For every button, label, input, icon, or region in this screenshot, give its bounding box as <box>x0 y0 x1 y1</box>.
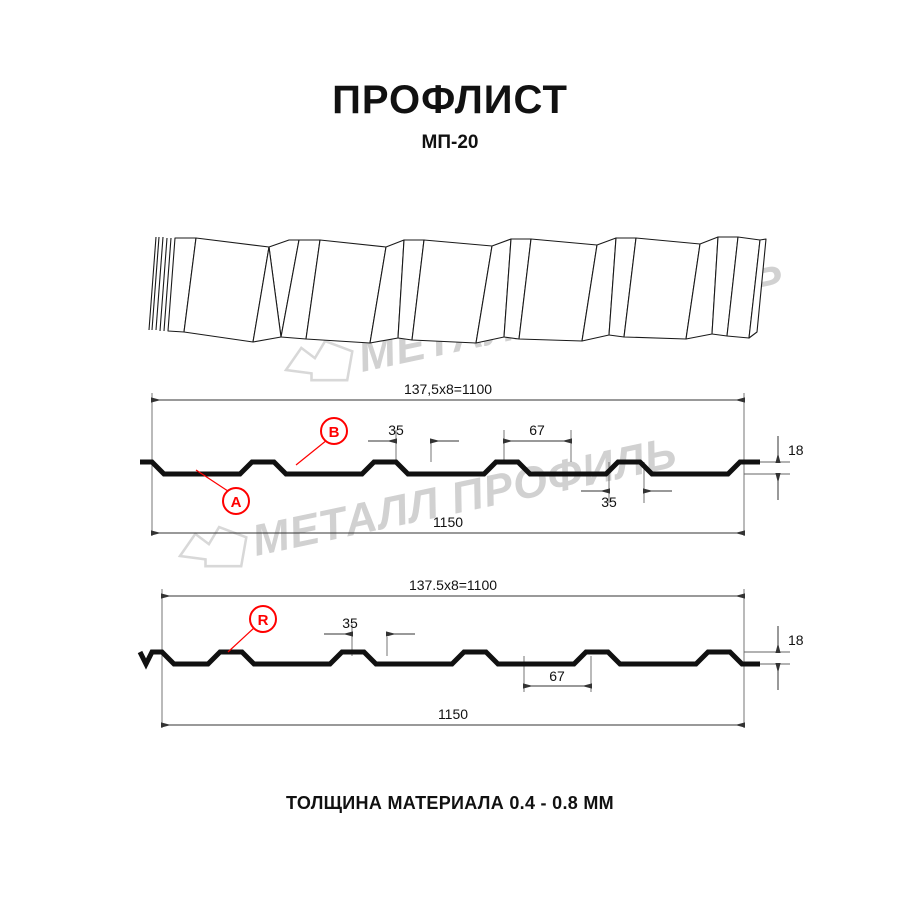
dimension-pitch-35b-top: 35 <box>581 488 672 510</box>
profile-line-top <box>140 459 760 477</box>
dimension-value: 35 <box>342 615 358 631</box>
dimension-rib-67-bottom: 67 <box>523 668 592 689</box>
cross-section-top: 137,5x8=1100 35 67 35 <box>140 381 804 536</box>
profile-line-bottom <box>137 649 760 670</box>
dimension-value: 35 <box>601 494 617 510</box>
dimension-overall-bottom-bottom: 1150 <box>161 706 745 728</box>
dimension-value: 1150 <box>438 706 468 722</box>
cross-section-bottom: 137.5x8=1100 35 67 18 1150 <box>137 577 804 728</box>
dimension-value: 35 <box>388 422 404 438</box>
callout-r: R <box>227 605 277 653</box>
page-subtitle: МП-20 <box>421 132 479 153</box>
dimension-value: 18 <box>788 632 804 648</box>
page-title: ПРОФЛИСТ <box>332 78 568 122</box>
dimension-value: 137.5x8=1100 <box>409 577 497 593</box>
dimension-height-18-bottom: 18 <box>775 626 804 690</box>
dimension-value: 1150 <box>433 514 463 530</box>
dimension-overall-top: 137,5x8=1100 <box>151 381 745 403</box>
metall-profil-logo-icon <box>284 339 354 382</box>
callout-a: A <box>195 469 250 515</box>
dimension-pitch-35-bottom: 35 <box>324 615 415 637</box>
dimension-value: 67 <box>549 668 565 684</box>
callout-b: B <box>295 417 348 466</box>
extension-lines-top <box>151 393 790 536</box>
material-thickness-label: ТОЛЩИНА МАТЕРИАЛА 0.4 - 0.8 ММ <box>286 793 614 813</box>
dimension-value: 137,5x8=1100 <box>404 381 492 397</box>
dimension-pitch-35-top: 35 <box>368 422 459 444</box>
callout-label: A <box>231 494 242 511</box>
dimension-value: 67 <box>529 422 545 438</box>
callout-label: R <box>258 612 269 629</box>
dimension-overall-top-bottom: 137.5x8=1100 <box>161 577 745 599</box>
dimension-overall-bottom-top: 1150 <box>151 514 745 536</box>
isometric-profile-sheet <box>148 236 767 344</box>
dimension-rib-67-top: 67 <box>503 422 572 444</box>
dimension-height-18-top: 18 <box>775 436 804 500</box>
dimension-value: 18 <box>788 442 804 458</box>
callout-label: B <box>329 424 340 441</box>
